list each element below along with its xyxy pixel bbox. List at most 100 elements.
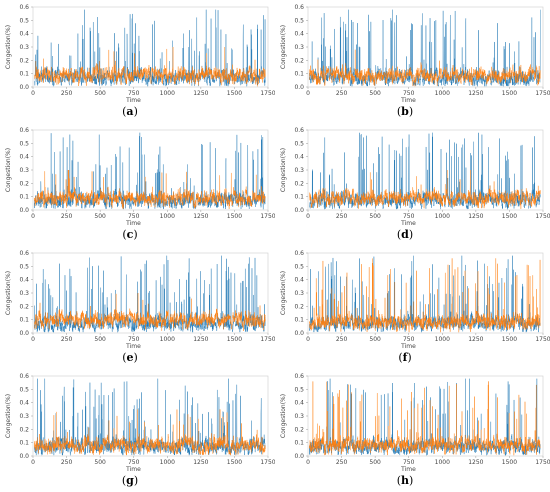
chart-panel-b: 0.0 0.1 0.2 0.3 0.4 0.5 0.6 0 250 500 750 1000 1250 1… — [275, 0, 550, 123]
y-tick-label: 0.1 — [19, 194, 29, 201]
y-axis-label: Congestion(%) — [280, 271, 287, 315]
x-tick-label: 1000 — [435, 459, 450, 466]
series-line-1 — [309, 9, 541, 87]
y-tick-label: 0.3 — [294, 290, 304, 297]
x-tick-label: 0 — [306, 213, 310, 220]
y-tick-label: 0.5 — [294, 17, 304, 24]
panel-caption: (h) — [397, 474, 414, 487]
x-tick-label: 1000 — [160, 213, 175, 220]
caption-close-paren: ) — [409, 228, 413, 241]
x-tick-label: 500 — [369, 336, 381, 343]
panel-caption: (e) — [122, 351, 138, 364]
series-line-2 — [309, 258, 541, 333]
y-tick-label: 0.0 — [19, 330, 29, 337]
chart-panel-h: 0.0 0.1 0.2 0.3 0.4 0.5 0.6 0 250 500 750 1000 1250 1… — [275, 369, 550, 492]
x-tick-label: 750 — [403, 459, 415, 466]
y-axis-label: Congestion(%) — [280, 394, 287, 438]
panel-caption: (c) — [122, 228, 137, 241]
panel-caption: (g) — [122, 474, 138, 487]
chart-svg-b: 0.0 0.1 0.2 0.3 0.4 0.5 0.6 0 250 500 750 1000 1250 1… — [280, 4, 550, 118]
y-tick-label: 0.2 — [19, 57, 29, 64]
series-line-2 — [309, 49, 541, 87]
x-axis-label: Time — [125, 343, 141, 350]
caption-close-paren: ) — [133, 228, 137, 241]
x-tick-label: 1500 — [227, 90, 242, 97]
y-axis-label: Congestion(%) — [280, 148, 287, 192]
chart-svg-e: 0.0 0.1 0.2 0.3 0.4 0.5 0.6 0 250 500 750 1000 1250 1… — [5, 250, 275, 364]
y-tick-label: 0.4 — [19, 400, 29, 407]
y-tick-label: 0.0 — [294, 84, 304, 91]
y-axis-label: Congestion(%) — [280, 25, 287, 69]
y-tick-label: 0.4 — [19, 31, 29, 38]
x-tick-label: 1000 — [435, 213, 450, 220]
x-tick-label: 250 — [61, 459, 73, 466]
caption-open-paren: ( — [397, 105, 401, 118]
y-tick-label: 0.6 — [294, 250, 304, 257]
series-line-1 — [309, 255, 541, 333]
y-tick-label: 0.1 — [294, 71, 304, 78]
panel-caption: (b) — [397, 105, 413, 118]
x-tick-label: 0 — [31, 90, 35, 97]
x-tick-label: 1250 — [468, 336, 483, 343]
y-tick-label: 0.4 — [19, 154, 29, 161]
x-tick-label: 1500 — [502, 336, 517, 343]
x-tick-label: 250 — [61, 90, 73, 97]
caption-close-paren: ) — [134, 474, 138, 487]
y-tick-label: 0.0 — [19, 207, 29, 214]
x-tick-label: 0 — [306, 459, 310, 466]
caption-letter: c — [127, 228, 134, 241]
x-tick-label: 750 — [403, 90, 415, 97]
x-tick-label: 250 — [336, 459, 348, 466]
x-axis-label: Time — [125, 97, 141, 104]
y-tick-label: 0.1 — [19, 440, 29, 447]
x-tick-label: 1750 — [535, 213, 550, 220]
panel-caption: (f) — [398, 351, 411, 364]
caption-open-paren: ( — [122, 228, 126, 241]
x-tick-label: 1250 — [193, 459, 208, 466]
series-line-2 — [34, 292, 266, 332]
y-tick-label: 0.4 — [294, 277, 304, 284]
y-tick-label: 0.2 — [294, 57, 304, 64]
y-tick-label: 0.1 — [294, 194, 304, 201]
y-tick-label: 0.5 — [19, 17, 29, 24]
x-tick-label: 1000 — [435, 90, 450, 97]
caption-open-paren: ( — [397, 474, 401, 487]
chart-svg-a: 0.0 0.1 0.2 0.3 0.4 0.5 0.6 0 250 500 750 1000 1250 1… — [5, 4, 275, 118]
y-tick-label: 0.3 — [19, 44, 29, 51]
x-tick-label: 1750 — [535, 336, 550, 343]
y-tick-label: 0.5 — [294, 263, 304, 270]
y-tick-label: 0.3 — [294, 167, 304, 174]
y-tick-label: 0.5 — [19, 386, 29, 393]
x-tick-label: 1250 — [193, 213, 208, 220]
x-tick-label: 1000 — [160, 90, 175, 97]
panel-caption: (a) — [122, 105, 138, 118]
x-tick-label: 1250 — [468, 459, 483, 466]
panel-caption: (d) — [397, 228, 413, 241]
y-tick-label: 0.0 — [294, 453, 304, 460]
y-tick-label: 0.6 — [294, 127, 304, 134]
x-axis-label: Time — [125, 466, 141, 473]
x-tick-label: 1500 — [227, 336, 242, 343]
x-tick-label: 1000 — [160, 459, 175, 466]
y-tick-label: 0.4 — [294, 400, 304, 407]
caption-letter: g — [126, 474, 134, 487]
chart-panel-a: 0.0 0.1 0.2 0.3 0.4 0.5 0.6 0 250 500 750 1000 1250 1… — [0, 0, 275, 123]
y-tick-label: 0.4 — [19, 277, 29, 284]
y-axis-label: Congestion(%) — [5, 394, 12, 438]
y-tick-label: 0.3 — [19, 413, 29, 420]
caption-open-paren: ( — [122, 351, 126, 364]
chart-svg-h: 0.0 0.1 0.2 0.3 0.4 0.5 0.6 0 250 500 750 1000 1250 1… — [280, 373, 550, 487]
chart-panel-d: 0.0 0.1 0.2 0.3 0.4 0.5 0.6 0 250 500 750 1000 1250 1… — [275, 123, 550, 246]
x-axis-label: Time — [400, 97, 416, 104]
x-tick-label: 1250 — [468, 213, 483, 220]
caption-close-paren: ) — [134, 351, 138, 364]
caption-letter: d — [401, 228, 409, 241]
series-line-1 — [34, 378, 266, 456]
x-tick-label: 1750 — [535, 90, 550, 97]
x-tick-label: 750 — [128, 336, 140, 343]
caption-letter: f — [403, 351, 409, 364]
caption-letter: a — [126, 105, 133, 118]
x-tick-label: 0 — [306, 336, 310, 343]
x-tick-label: 1750 — [260, 459, 275, 466]
y-tick-label: 0.6 — [19, 4, 29, 11]
